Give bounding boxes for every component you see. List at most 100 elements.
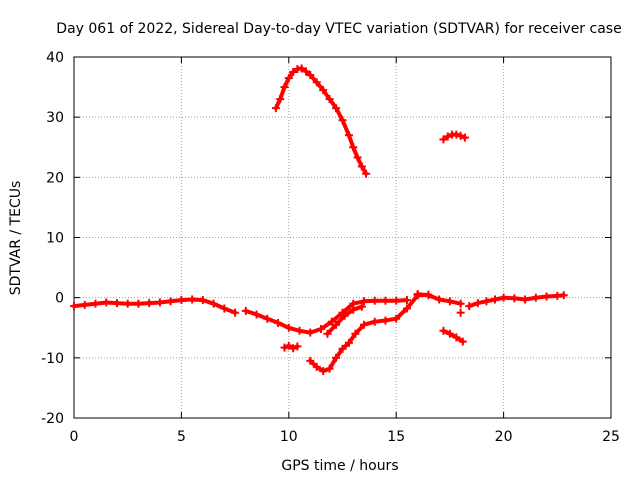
data-point [510,294,519,303]
data-point [473,299,482,308]
data-point [241,306,250,315]
data-point [325,95,334,104]
x-tick-label: 20 [495,429,513,445]
data-point [445,297,454,306]
data-point [452,333,461,342]
data-trace [441,328,465,344]
data-point [306,71,315,80]
y-tick-label: 20 [46,170,64,186]
y-tick-label: -20 [41,411,64,427]
data-point [123,299,132,308]
data-point [91,299,100,308]
data-point [460,133,469,142]
data-point [370,317,379,326]
data-point [465,302,474,311]
data-point [274,318,283,327]
data-point [458,337,467,346]
x-tick-label: 15 [387,429,405,445]
data-point [325,364,334,373]
x-tick-label: 10 [280,429,298,445]
data-point [351,329,360,338]
data-point [456,131,465,140]
data-point [456,299,465,308]
data-point [381,316,390,325]
data-point [402,296,411,305]
data-point [306,356,315,365]
data-point [359,297,368,306]
data-point [306,328,315,337]
data-point [332,104,341,113]
data-point [102,298,111,307]
data-point [284,341,293,350]
data-point [293,342,302,351]
data-point [521,295,530,304]
data-point [297,64,306,73]
data-point [381,296,390,305]
data-point [319,367,328,376]
data-point [424,291,433,300]
data-point [531,293,540,302]
axis-ticks: 0 5 10 15 20 25 -20 -10 0 10 20 30 40 [41,50,620,445]
data-point [209,299,218,308]
data-point [312,362,321,371]
data-point [271,104,280,113]
data-point [344,131,353,140]
y-tick-label: -10 [41,351,64,367]
data-point [357,302,366,311]
data-point [332,353,341,362]
data-point [70,302,78,311]
data-point [499,293,508,302]
data-point [319,86,328,95]
data-point [134,299,143,308]
data-point [357,162,366,171]
data-point [359,320,368,329]
data-point [482,297,491,306]
data-point [280,83,289,92]
data-point [177,296,186,305]
x-tick-label: 0 [70,429,79,445]
y-tick-label: 30 [46,110,64,126]
data-point [317,324,326,333]
data-point [280,343,289,352]
data-point [295,326,304,335]
data-point [370,296,379,305]
data-point [276,95,285,104]
data-point [338,344,347,353]
data-layer [70,64,568,376]
data-point [435,295,444,304]
data-point [413,290,422,299]
data-point [252,310,261,319]
data-point [332,320,341,329]
x-axis-label: GPS time / hours [281,458,398,474]
data-point [198,296,207,305]
data-point [445,329,454,338]
data-point [542,292,551,301]
y-tick-label: 40 [46,50,64,66]
data-point [155,298,164,307]
data-point [220,304,229,313]
data-point [349,143,358,152]
data-point [392,296,401,305]
data-point [327,317,336,326]
data-point [145,299,154,308]
data-trace [273,66,369,176]
data-point [452,130,461,139]
data-point [231,308,240,317]
chart-title: Day 061 of 2022, Sidereal Day-to-day VTE… [56,21,621,37]
grid [74,57,611,418]
data-trace [72,297,238,315]
data-point [402,304,411,313]
data-point [456,308,465,317]
data-point [344,338,353,347]
y-axis-label: SDTVAR / TECUs [8,181,24,296]
data-point [312,78,321,87]
data-point [284,323,293,332]
y-tick-label: 10 [46,231,64,247]
data-point [439,135,448,144]
data-point [491,295,500,304]
x-tick-label: 5 [177,429,186,445]
data-point [439,326,448,335]
data-point [80,300,89,309]
data-point [559,291,568,300]
